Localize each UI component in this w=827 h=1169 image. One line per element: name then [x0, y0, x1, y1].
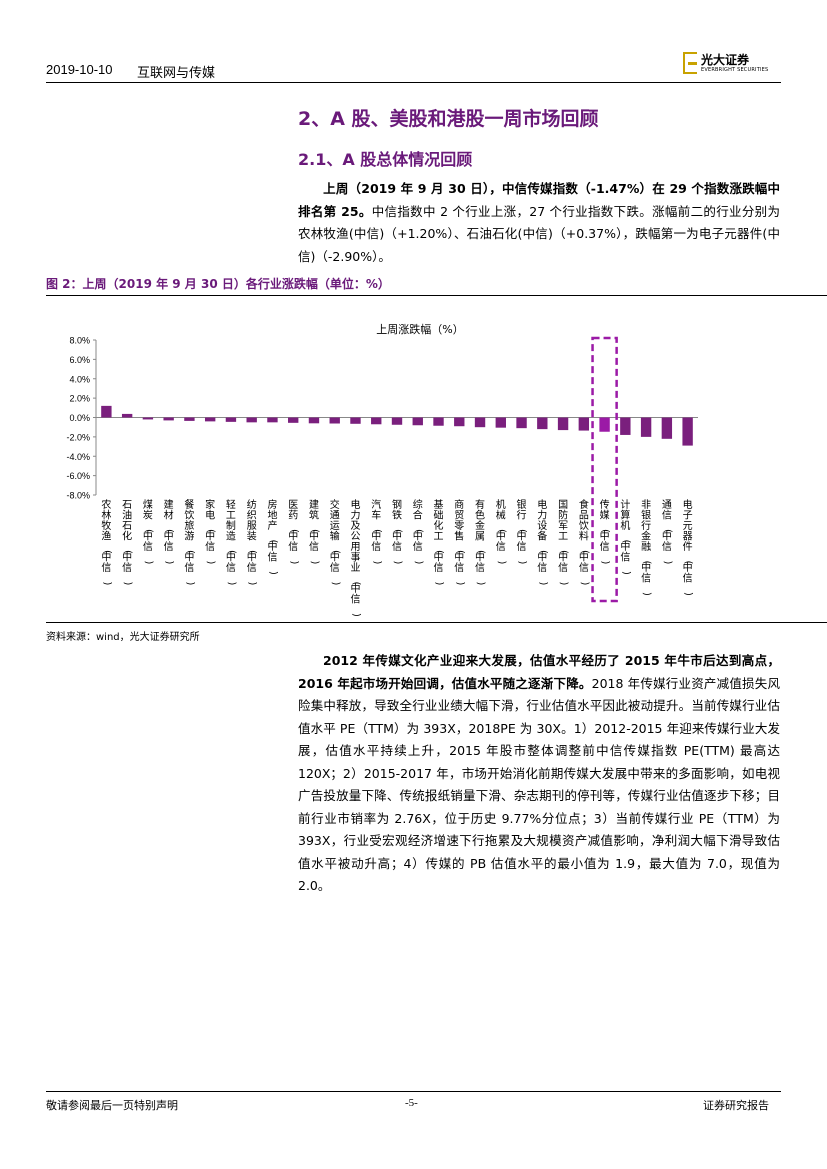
bar — [184, 417, 195, 421]
report-date: 2019-10-10 — [46, 62, 113, 77]
x-tick-label: 纺织服装(中信) — [247, 498, 258, 586]
x-tick-label: 有色金属(中信) — [475, 498, 486, 586]
bar — [599, 417, 610, 432]
y-tick-label: 8.0% — [69, 336, 90, 346]
y-tick-label: 6.0% — [69, 355, 90, 365]
bar — [516, 417, 527, 429]
report-sector: 互联网与传媒 — [137, 66, 216, 81]
bar — [433, 417, 444, 426]
paragraph-1: 上周（2019 年 9 月 30 日），中信传媒指数（-1.47%）在 29 个… — [298, 178, 780, 268]
x-tick-label: 综合(中信) — [413, 498, 424, 565]
x-tick-label: 汽车(中信) — [371, 498, 382, 565]
subsection-title: 2.1、A 股总体情况回顾 — [298, 150, 473, 169]
x-tick-label: 食品饮料(中信) — [579, 498, 590, 586]
bars — [101, 405, 693, 446]
x-tick-label: 建材(中信) — [164, 498, 175, 565]
x-tick-label: 电子元器件(中信) — [683, 498, 694, 596]
bar — [495, 417, 506, 428]
bar — [121, 413, 133, 418]
bar — [267, 417, 278, 423]
bar — [557, 417, 569, 431]
bar — [288, 417, 299, 423]
y-tick-label: 0.0% — [69, 413, 90, 423]
bar — [101, 405, 112, 418]
x-tick-label: 计算机(中信) — [620, 498, 631, 575]
bar — [246, 417, 257, 423]
x-tick-label: 传媒(中信) — [600, 499, 611, 565]
footer-report-type: 证券研究报告 — [703, 1099, 769, 1112]
paragraph-1-text: 中信指数中 2 个行业上涨，27 个行业指数下跌。涨幅前二的行业分别为农林牧渔(… — [298, 203, 781, 264]
bar — [578, 417, 590, 431]
x-tick-label: 交通运输(中信) — [330, 498, 341, 586]
bar — [225, 417, 237, 422]
x-tick-label: 餐饮旅游(中信) — [184, 498, 195, 586]
footer-divider — [46, 1091, 781, 1092]
x-tick-label: 家电(中信) — [205, 498, 216, 565]
x-tick-label: 轻工制造(中信) — [226, 498, 237, 586]
x-tick-label: 电力及公用事业(中信) — [350, 498, 361, 617]
y-tick-label: -8.0% — [66, 491, 90, 501]
x-axis-labels: 农林牧渔(中信) 石油石化(中信) 煤炭(中信) 建材(中信) 餐饮旅游(中信) 家电(中… — [101, 498, 693, 617]
bar — [350, 417, 361, 424]
x-tick-label: 电力设备(中信) — [537, 498, 548, 586]
paragraph-1-bold: 上周（2019 年 9 月 30 日），中信传媒指数（-1.47%）在 29 个… — [298, 181, 780, 219]
bar — [474, 417, 486, 428]
x-tick-label: 煤炭(中信) — [143, 498, 154, 565]
bar — [620, 417, 631, 435]
industry-return-chart: 上周涨跌幅（%） 8.0% 6.0% 4.0% 2.0% 0.0% -2.0% -4.0% -… — [66, 322, 698, 617]
page-number: -5- — [405, 1097, 418, 1109]
bar — [308, 417, 320, 424]
bar — [640, 417, 652, 437]
highlight-box — [591, 336, 618, 603]
figure-source: 资料来源：wind，光大证券研究所 — [46, 632, 200, 643]
x-tick-label: 房地产(中信) — [267, 498, 278, 575]
x-tick-label: 医药(中信) — [288, 499, 299, 565]
highlight-rect — [591, 336, 618, 603]
y-tick-label: 2.0% — [69, 394, 90, 404]
bar — [142, 417, 154, 420]
x-tick-label: 机械(中信) — [496, 498, 507, 565]
x-tick-label: 非银行金融(中信) — [641, 499, 652, 596]
paragraph-2-bold: 2012 年传媒文化产业迎来大发展，估值水平经历了 2015 年牛市后达到高点，… — [298, 653, 780, 691]
x-tick-label: 石油石化(中信) — [122, 500, 133, 586]
bar — [661, 417, 673, 439]
company-logo: 光大证券 EVERBRIGHT SECURITIES — [683, 52, 768, 74]
logo-en-text: EVERBRIGHT SECURITIES — [701, 66, 769, 73]
footer-disclaimer: 敬请参阅最后一页特别声明 — [46, 1099, 178, 1112]
x-tick-label: 商贸零售(中信) — [454, 498, 465, 586]
paragraph-2: 2012 年传媒文化产业迎来大发展，估值水平经历了 2015 年牛市后达到高点，… — [298, 650, 780, 898]
x-tick-label: 国防军工(中信) — [558, 499, 569, 586]
header-divider — [46, 82, 781, 83]
section-title: 2、A 股、美股和港股一周市场回顾 — [298, 108, 599, 130]
x-tick-label: 通信(中信) — [662, 499, 673, 565]
figure-bottom-rule — [46, 622, 827, 623]
x-tick-label: 农林牧渔(中信) — [101, 498, 112, 586]
bar — [412, 417, 423, 426]
x-tick-label: 基础化工(中信) — [434, 498, 445, 586]
bar — [204, 417, 216, 422]
x-tick-label: 银行(中信) — [517, 498, 528, 565]
bar — [537, 417, 548, 430]
y-tick-label: -6.0% — [66, 471, 90, 481]
figure-top-rule — [46, 295, 827, 296]
y-tick-label: -2.0% — [66, 432, 90, 442]
paragraph-2-text: 2018 年传媒行业资产减值损失风险集中释放，导致全行业业绩大幅下滑，行业估值水… — [298, 675, 780, 894]
bar — [163, 417, 174, 421]
logo-mark-icon — [683, 52, 697, 74]
x-tick-label: 建筑(中信) — [309, 498, 320, 565]
bar — [329, 417, 340, 424]
figure-title: 图 2：上周（2019 年 9 月 30 日）各行业涨跌幅（单位：%） — [46, 277, 390, 291]
bar — [682, 417, 693, 446]
bar — [391, 417, 403, 425]
x-tick-label: 钢铁(中信) — [392, 498, 403, 565]
chart-title: 上周涨跌幅（%） — [376, 322, 463, 336]
bar — [371, 417, 382, 425]
y-tick-label: 4.0% — [69, 374, 90, 384]
logo-cn-text: 光大证券 — [701, 52, 750, 67]
bar — [454, 417, 465, 427]
y-tick-label: -4.0% — [66, 452, 90, 462]
